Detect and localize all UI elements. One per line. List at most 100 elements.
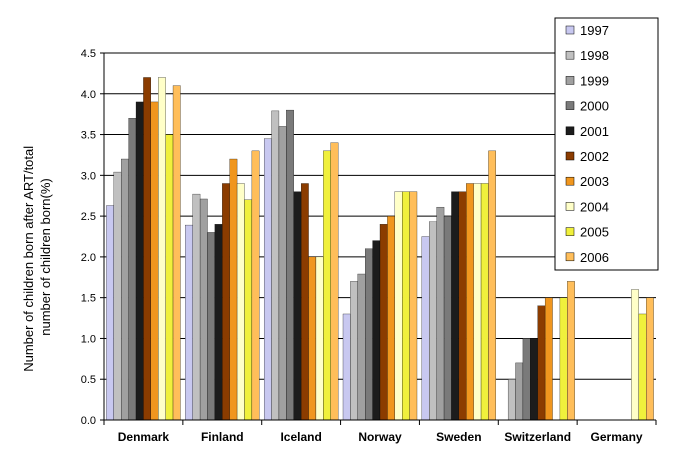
bar: [165, 134, 174, 421]
bar: [379, 224, 388, 421]
legend-label: 2003: [580, 174, 609, 189]
legend-swatch: [565, 202, 575, 211]
legend: 1997 1998 1999 2000 2001 2002 2003 2004 2005 2006: [554, 17, 659, 271]
bar: [488, 150, 497, 421]
bar: [480, 183, 489, 421]
y-tick-label: 1.0: [81, 333, 96, 345]
bar: [559, 297, 568, 421]
y-tick-label: 0.5: [81, 374, 96, 386]
bar: [544, 297, 553, 421]
x-category-label: Switzerland: [504, 430, 571, 444]
bars: [106, 77, 654, 421]
legend-label: 2006: [580, 250, 609, 265]
bar: [150, 101, 159, 421]
y-tick-label: 3.0: [81, 170, 96, 182]
bar: [357, 273, 366, 421]
legend-swatch: [565, 76, 575, 85]
bar: [128, 118, 137, 421]
bar: [365, 248, 373, 421]
legend-label: 2002: [580, 149, 609, 164]
bar: [436, 206, 445, 421]
bar: [507, 379, 516, 421]
bar: [421, 236, 430, 421]
bar: [387, 215, 395, 421]
legend-swatch: [565, 151, 575, 161]
bar: [271, 110, 280, 421]
bar: [522, 338, 531, 421]
bar: [244, 199, 253, 421]
category-labels: Denmark Finland Iceland Norway Sweden Switzer…: [118, 430, 643, 444]
bar: [330, 142, 339, 421]
legend-swatch: [565, 227, 575, 236]
bar: [143, 77, 151, 421]
bar: [207, 232, 216, 421]
y-axis-label: Number of children born after ART/total …: [21, 142, 53, 372]
bar: [409, 191, 418, 421]
legend-label: 2005: [580, 225, 609, 240]
bar: [315, 256, 324, 421]
y-tick-label: 4.0: [81, 89, 96, 101]
bar: [350, 281, 358, 421]
legend-label: 1999: [580, 73, 609, 88]
bar: [458, 191, 467, 421]
bar: [300, 183, 309, 421]
bar: [222, 183, 230, 421]
bar: [229, 158, 238, 421]
bar: [631, 289, 639, 421]
x-category-label: Germany: [591, 430, 643, 444]
bar: [473, 183, 482, 421]
bar: [106, 205, 114, 421]
bar: [537, 305, 546, 421]
y-axis-label-line-1: Number of children born after ART/total: [21, 146, 36, 372]
x-category-label: Iceland: [280, 430, 321, 444]
bar: [121, 158, 129, 421]
x-category-label: Denmark: [118, 430, 170, 444]
bar: [158, 77, 166, 421]
bar: [451, 191, 460, 421]
bar: [530, 338, 538, 421]
legend-label: 1998: [580, 48, 609, 63]
y-tick-label: 3.5: [81, 130, 96, 142]
legend-swatch: [565, 126, 575, 136]
y-tick-label: 0.0: [81, 415, 96, 427]
bar: [402, 191, 410, 421]
bar: [443, 215, 452, 421]
bar: [172, 85, 181, 421]
bar: [278, 126, 287, 421]
bar: [192, 193, 201, 421]
legend-swatch: [565, 176, 575, 186]
x-category-label: Finland: [201, 430, 244, 444]
bar: [323, 150, 331, 421]
legend-swatch: [565, 101, 575, 110]
bar: [199, 198, 208, 421]
legend-label: 2001: [580, 124, 609, 139]
legend-label: 1997: [580, 23, 609, 38]
y-tick-label: 4.5: [81, 48, 96, 60]
y-tick-label: 2.5: [81, 211, 96, 223]
bar: [293, 191, 302, 421]
bar: [646, 297, 654, 421]
bar: [286, 109, 294, 421]
bar: [567, 281, 575, 421]
y-axis-label-line-2: number of children born(%): [38, 178, 53, 336]
bar: [113, 171, 122, 421]
bar: [394, 191, 403, 421]
legend-label: 2000: [580, 99, 609, 114]
bar: [263, 138, 272, 421]
bar: [185, 224, 193, 421]
y-tick-label: 2.0: [81, 252, 96, 264]
legend-swatch: [565, 50, 575, 60]
bar: [214, 224, 223, 421]
axes: [100, 52, 657, 425]
bar: [135, 101, 144, 421]
x-category-label: Sweden: [436, 430, 481, 444]
y-tick-label: 1.5: [81, 293, 96, 305]
bar: [638, 313, 647, 421]
legend-swatch: [565, 25, 575, 35]
legend-label: 2004: [580, 199, 609, 214]
y-tick-labels: 0.0 0.5 1.0 1.5 2.0 2.5 3.0 3.5 4.0 4.5: [81, 48, 96, 427]
bar: [308, 256, 317, 421]
legend-swatch: [565, 252, 575, 262]
x-category-label: Norway: [358, 430, 402, 444]
